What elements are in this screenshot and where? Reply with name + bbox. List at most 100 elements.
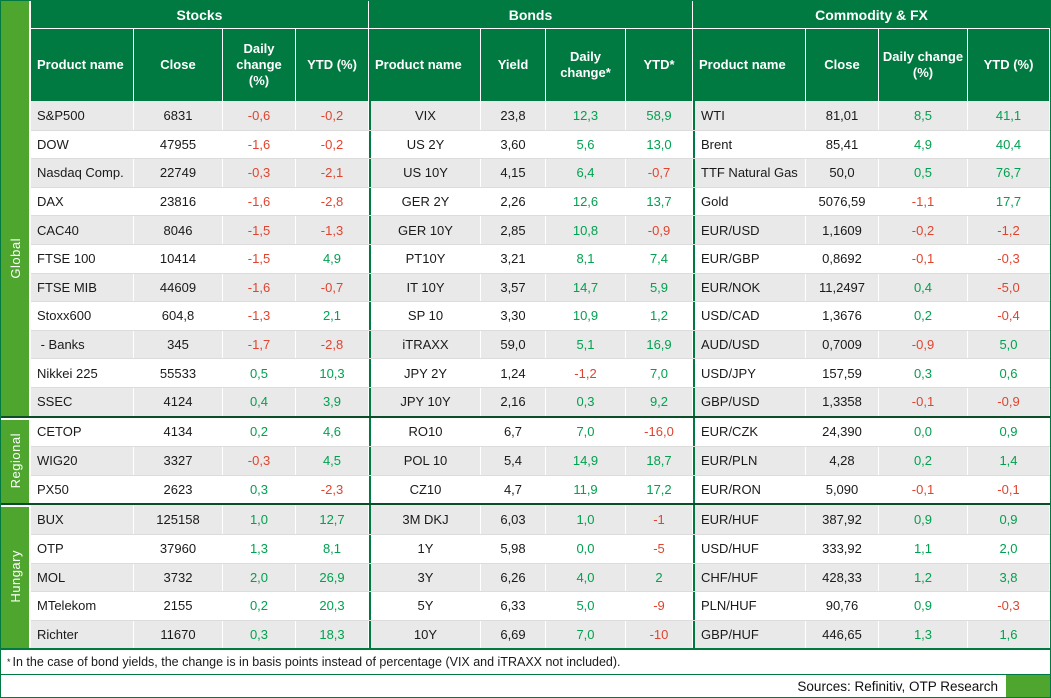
fx-daily-cell: -0,1 <box>879 475 968 504</box>
bonds-ytd-cell: 17,2 <box>626 475 693 504</box>
stocks-daily-cell: -0,3 <box>223 159 296 187</box>
header-fx-ytd: YTD (%) <box>968 29 1050 101</box>
fx-daily-cell: 4,9 <box>879 130 968 159</box>
stocks-close-cell: 125158 <box>134 505 223 534</box>
stocks-name-cell: DAX <box>31 187 134 216</box>
fx-name-cell: Brent <box>693 130 806 159</box>
bonds-yield-cell: 5,4 <box>481 447 546 475</box>
fx-name-cell: Gold <box>693 187 806 216</box>
stocks-ytd-cell: -2,8 <box>296 187 369 216</box>
section-title-commodity-fx: Commodity & FX <box>693 1 1050 29</box>
section-title-row: Stocks Bonds Commodity & FX <box>1 1 1050 29</box>
bonds-daily-cell: 14,9 <box>546 447 626 475</box>
header-stocks-daily-change: Daily change (%) <box>223 29 296 101</box>
fx-daily-cell: 0,0 <box>879 417 968 447</box>
bonds-daily-cell: 11,9 <box>546 475 626 504</box>
bonds-yield-cell: 6,7 <box>481 417 546 447</box>
stocks-close-cell: 604,8 <box>134 302 223 330</box>
stocks-name-cell: DOW <box>31 130 134 159</box>
fx-daily-cell: 1,3 <box>879 620 968 649</box>
bonds-name-cell: 5Y <box>369 592 481 620</box>
group-regional: Regional CETOP 4134 0,2 4,6 RO10 6,7 7,0 -16,0 EU… <box>1 415 1050 504</box>
bonds-name-cell: 1Y <box>369 534 481 563</box>
bonds-yield-cell: 2,16 <box>481 387 546 416</box>
bonds-yield-cell: 3,57 <box>481 273 546 302</box>
stocks-ytd-cell: 3,9 <box>296 387 369 416</box>
stocks-name-cell: Stoxx600 <box>31 302 134 330</box>
bonds-yield-cell: 6,69 <box>481 620 546 649</box>
bonds-yield-cell: 23,8 <box>481 101 546 130</box>
stocks-name-cell: MOL <box>31 563 134 592</box>
header-fx-product-name: Product name <box>693 29 806 101</box>
bonds-ytd-cell: -1 <box>626 505 693 534</box>
fx-daily-cell: 0,5 <box>879 159 968 187</box>
fx-daily-cell: -0,2 <box>879 216 968 244</box>
bonds-ytd-cell: 13,0 <box>626 130 693 159</box>
fx-close-cell: 446,65 <box>806 620 879 649</box>
fx-close-cell: 11,2497 <box>806 273 879 302</box>
stocks-ytd-cell: -0,2 <box>296 101 369 130</box>
stocks-ytd-cell: 26,9 <box>296 563 369 592</box>
bonds-yield-cell: 2,85 <box>481 216 546 244</box>
bonds-daily-cell: 7,0 <box>546 620 626 649</box>
fx-ytd-cell: 0,6 <box>968 359 1050 387</box>
table-row: BUX 125158 1,0 12,7 3M DKJ 6,03 1,0 -1 EUR/HUF 38… <box>31 505 1050 534</box>
brand-green-block <box>1006 675 1050 697</box>
bonds-yield-cell: 4,7 <box>481 475 546 504</box>
bonds-ytd-cell: 7,4 <box>626 244 693 273</box>
stocks-daily-cell: -1,5 <box>223 216 296 244</box>
stocks-name-cell: CETOP <box>31 417 134 447</box>
bonds-name-cell: GER 10Y <box>369 216 481 244</box>
fx-ytd-cell: -0,3 <box>968 592 1050 620</box>
stocks-daily-cell: -1,6 <box>223 130 296 159</box>
fx-close-cell: 0,8692 <box>806 244 879 273</box>
section-title-bonds: Bonds <box>369 1 693 29</box>
fx-name-cell: GBP/USD <box>693 387 806 416</box>
table-row: Richter 11670 0,3 18,3 10Y 6,69 7,0 -10 GBP/HUF 4… <box>31 619 1050 649</box>
fx-ytd-cell: 1,6 <box>968 620 1050 649</box>
stocks-daily-cell: -1,3 <box>223 302 296 330</box>
bonds-daily-cell: 6,4 <box>546 159 626 187</box>
table-row: MOL 3732 2,0 26,9 3Y 6,26 4,0 2 CHF/HUF 428,33 1,2… <box>31 562 1050 592</box>
fx-daily-cell: -0,1 <box>879 244 968 273</box>
bonds-ytd-cell: -16,0 <box>626 417 693 447</box>
stocks-daily-cell: 1,0 <box>223 505 296 534</box>
header-bonds-product-name: Product name <box>369 29 481 101</box>
stocks-daily-cell: 0,3 <box>223 620 296 649</box>
group-hungary: Hungary BUX 125158 1,0 12,7 3M DKJ 6,03 1,0 -1 EU… <box>1 503 1050 649</box>
header-bonds-daily-change: Daily change* <box>546 29 626 101</box>
fx-name-cell: GBP/HUF <box>693 620 806 649</box>
fx-name-cell: EUR/USD <box>693 216 806 244</box>
stocks-close-cell: 22749 <box>134 159 223 187</box>
bonds-daily-cell: 5,1 <box>546 330 626 359</box>
bonds-name-cell: PT10Y <box>369 244 481 273</box>
stocks-close-cell: 44609 <box>134 273 223 302</box>
stocks-name-cell: CAC40 <box>31 216 134 244</box>
footnote-asterisk: * <box>7 657 11 668</box>
fx-close-cell: 333,92 <box>806 534 879 563</box>
bonds-daily-cell: 4,0 <box>546 563 626 592</box>
table-row: DAX 23816 -1,6 -2,8 GER 2Y 2,26 12,6 13,7 Gold 50… <box>31 186 1050 216</box>
bonds-name-cell: JPY 10Y <box>369 387 481 416</box>
header-fx-close: Close <box>806 29 879 101</box>
fx-ytd-cell: -0,3 <box>968 244 1050 273</box>
fx-ytd-cell: 40,4 <box>968 130 1050 159</box>
column-header-row: Product name Close Daily change (%) YTD … <box>1 29 1050 101</box>
header-stocks-close: Close <box>134 29 223 101</box>
bonds-yield-cell: 6,26 <box>481 563 546 592</box>
stocks-ytd-cell: 4,6 <box>296 417 369 447</box>
fx-ytd-cell: -0,1 <box>968 475 1050 504</box>
fx-close-cell: 50,0 <box>806 159 879 187</box>
stocks-ytd-cell: 10,3 <box>296 359 369 387</box>
footnote-text: In the case of bond yields, the change i… <box>12 655 621 670</box>
fx-name-cell: USD/HUF <box>693 534 806 563</box>
stocks-daily-cell: -1,6 <box>223 187 296 216</box>
fx-close-cell: 4,28 <box>806 447 879 475</box>
table-row: Nikkei 225 55533 0,5 10,3 JPY 2Y 1,24 -1,2 7,0 U… <box>31 358 1050 387</box>
stocks-daily-cell: 0,2 <box>223 592 296 620</box>
fx-daily-cell: 1,2 <box>879 563 968 592</box>
fx-name-cell: EUR/RON <box>693 475 806 504</box>
fx-ytd-cell: 2,0 <box>968 534 1050 563</box>
fx-name-cell: EUR/PLN <box>693 447 806 475</box>
